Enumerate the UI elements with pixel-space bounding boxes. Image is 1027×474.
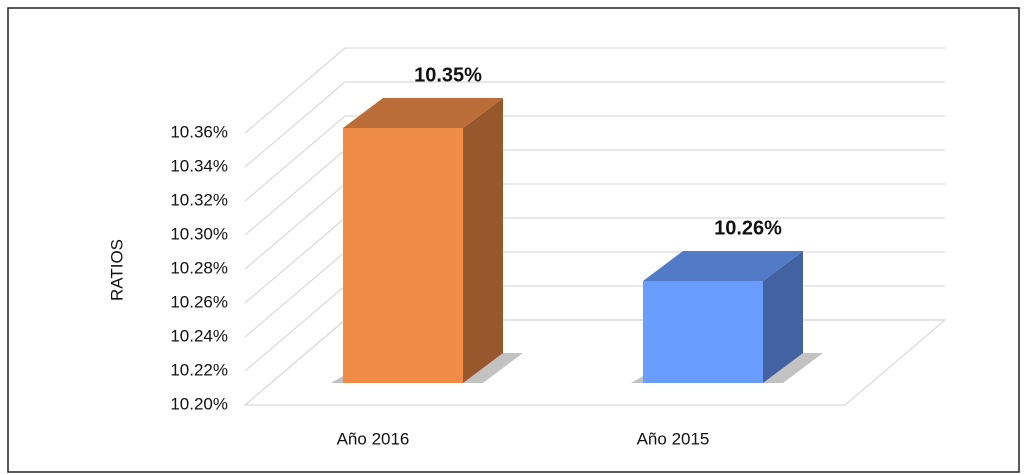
bar-side [763,251,803,383]
grid-line [244,115,945,202]
bar [643,281,763,383]
grid-line [244,47,945,134]
grid-line [244,81,945,168]
bar-top [343,98,503,128]
y-tick-label: 10.26% [170,292,228,311]
bar-side [463,98,503,383]
bar-top [643,251,803,281]
value-label: 10.35% [414,64,482,86]
x-tick-label: Año 2015 [637,429,710,448]
y-tick-label: 10.36% [170,122,228,141]
y-tick-label: 10.22% [170,360,228,379]
y-tick-label: 10.32% [170,190,228,209]
y-tick-label: 10.24% [170,326,228,345]
value-label: 10.26% [714,217,782,239]
y-tick-label: 10.34% [170,156,228,175]
y-tick-label: 10.20% [170,394,228,413]
bar [343,128,463,383]
y-tick-label: 10.30% [170,224,228,243]
frame [7,7,1020,473]
y-tick-label: 10.28% [170,258,228,277]
x-tick-label: Año 2016 [337,429,410,448]
y-axis-label: RATIOS [107,239,126,301]
